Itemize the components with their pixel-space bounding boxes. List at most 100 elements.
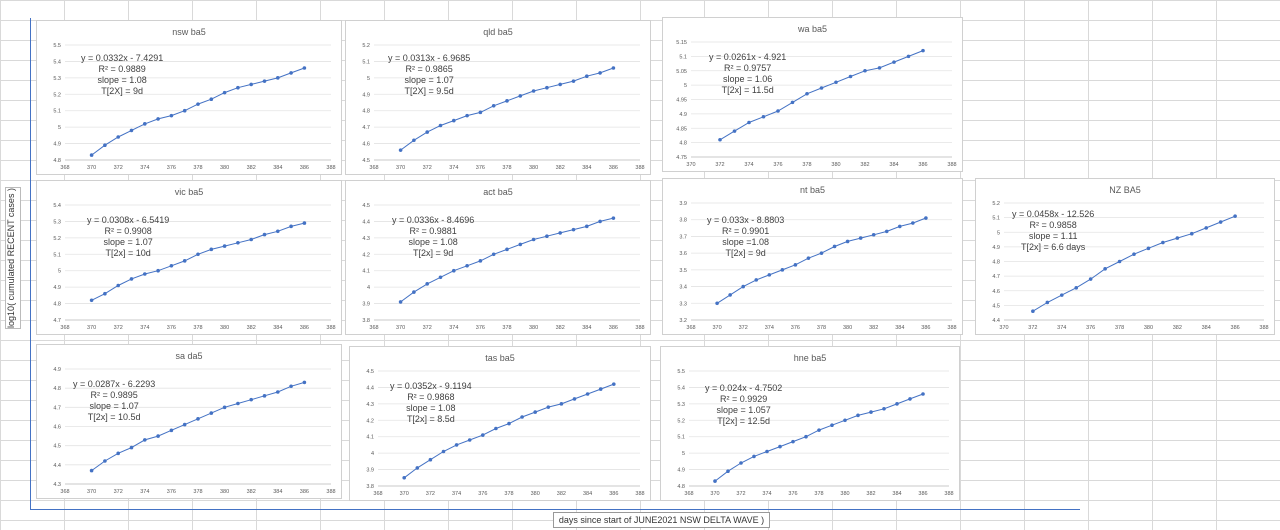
- x-tick-label: 380: [531, 491, 540, 497]
- r-squared-text: R² = 0.9908: [104, 226, 152, 236]
- equation-text: y = 0.0287x - 6.2293: [73, 379, 156, 389]
- x-tick-label: 378: [814, 491, 823, 497]
- y-tick-label: 4.95: [676, 98, 687, 104]
- data-point: [169, 113, 174, 118]
- data-point: [531, 89, 536, 93]
- x-tick-label: 370: [87, 489, 96, 495]
- data-point: [143, 438, 147, 442]
- x-tick-label: 386: [609, 165, 618, 171]
- data-point: [739, 461, 743, 465]
- y-tick-label: 3.5: [679, 268, 687, 274]
- y-tick-label: 5: [684, 83, 687, 89]
- x-tick-label: 376: [1086, 325, 1095, 331]
- data-point: [402, 475, 406, 480]
- x-tick-label: 368: [60, 489, 69, 495]
- outer-x-axis-line: [30, 509, 1080, 510]
- equation-text: y = 0.0352x - 9.1194: [390, 381, 472, 391]
- data-point: [302, 66, 307, 70]
- data-point: [103, 143, 107, 148]
- data-point: [793, 263, 798, 267]
- x-tick-label: 384: [1202, 325, 1211, 331]
- y-tick-label: 5.2: [362, 43, 370, 49]
- x-tick-label: 384: [583, 491, 592, 497]
- x-tick-label: 378: [193, 165, 202, 171]
- data-point: [732, 129, 737, 133]
- chart-panel: tas ba5 3.8 3.9 4 4.1 4.2 4.3 4.4 4.5 368 370 372 3…: [349, 346, 651, 501]
- slope-text: slope = 1.08: [408, 237, 458, 247]
- x-tick-label: 382: [247, 489, 256, 495]
- x-tick-label: 380: [831, 162, 840, 168]
- x-tick-label: 380: [843, 325, 852, 331]
- data-point: [598, 219, 602, 224]
- data-point: [869, 410, 873, 414]
- x-tick-label: 378: [504, 491, 513, 497]
- data-point: [209, 97, 214, 102]
- data-point: [116, 451, 120, 456]
- data-point: [481, 433, 485, 437]
- y-tick-label: 3.9: [362, 302, 370, 308]
- x-tick-label: 386: [300, 165, 309, 171]
- data-point: [1132, 252, 1136, 256]
- data-point: [805, 91, 809, 96]
- x-tick-label: 386: [609, 325, 618, 331]
- chart-title: nt ba5: [799, 185, 826, 195]
- y-tick-label: 4.5: [366, 369, 374, 375]
- x-tick-label: 376: [167, 325, 176, 331]
- data-point: [467, 438, 472, 442]
- y-tick-label: 4.7: [53, 318, 61, 324]
- slope-text: slope = 1.057: [716, 405, 771, 415]
- data-point: [884, 229, 889, 234]
- y-tick-label: 5.1: [362, 59, 370, 65]
- x-tick-label: 380: [529, 325, 538, 331]
- x-tick-label: 380: [529, 165, 538, 171]
- x-tick-label: 368: [60, 165, 69, 171]
- data-point: [1117, 259, 1122, 264]
- chart-title: tas ba5: [485, 353, 515, 363]
- data-point: [767, 273, 772, 277]
- doubling-time-text: T[2x] = 11.5d: [721, 85, 774, 95]
- doubling-time-text: T[2x] = 10.5d: [87, 412, 141, 422]
- x-tick-label: 376: [791, 325, 800, 331]
- r-squared-text: R² = 0.9881: [409, 226, 457, 236]
- data-point: [262, 232, 267, 237]
- data-point: [491, 103, 496, 108]
- x-tick-label: 384: [273, 325, 282, 331]
- data-point: [465, 263, 469, 268]
- y-tick-label: 5.1: [679, 54, 687, 60]
- x-tick-label: 372: [423, 165, 432, 171]
- x-tick-label: 374: [449, 325, 458, 331]
- slope-text: slope = 1.11: [1028, 231, 1078, 241]
- data-point: [832, 244, 837, 249]
- x-tick-label: 378: [817, 325, 826, 331]
- regression-annotation: y = 0.0352x - 9.1194 R² = 0.9868 slope =…: [390, 381, 472, 425]
- chart-panel: nt ba5 3.2 3.3 3.4 3.5 3.6 3.7 3.8 3.9 368 370 372…: [662, 178, 963, 335]
- equation-text: y = 0.0458x - 12.526: [1012, 209, 1095, 219]
- data-point: [718, 137, 722, 142]
- data-point: [1175, 236, 1180, 240]
- y-tick-label: 3.9: [366, 468, 374, 474]
- data-point: [236, 85, 240, 90]
- x-tick-label: 370: [710, 491, 719, 497]
- y-tick-label: 4.75: [676, 155, 687, 161]
- y-tick-label: 4.7: [53, 405, 61, 411]
- data-point: [924, 216, 928, 220]
- x-tick-label: 380: [220, 489, 229, 495]
- y-tick-label: 4.9: [677, 468, 685, 474]
- x-tick-label: 370: [400, 491, 409, 497]
- x-tick-label: 374: [765, 325, 774, 331]
- y-tick-label: 4.9: [53, 285, 61, 291]
- data-point: [1146, 246, 1151, 251]
- y-tick-label: 3.8: [366, 484, 374, 490]
- y-tick-label: 5.5: [53, 43, 61, 49]
- y-tick-label: 3.4: [679, 285, 687, 291]
- y-tick-label: 4.5: [362, 158, 370, 164]
- data-point: [790, 100, 795, 105]
- data-point: [559, 402, 564, 406]
- x-tick-label: 370: [396, 165, 405, 171]
- data-point: [871, 232, 876, 237]
- doubling-time-text: T[2X] = 9d: [101, 86, 144, 96]
- data-point: [830, 423, 834, 428]
- r-squared-text: R² = 0.9868: [407, 392, 455, 402]
- chart-panel: qld ba5 4.5 4.6 4.7 4.8 4.9 5 5.1 5.2 368 370 372 3…: [345, 20, 651, 175]
- r-squared-text: R² = 0.9929: [720, 394, 768, 404]
